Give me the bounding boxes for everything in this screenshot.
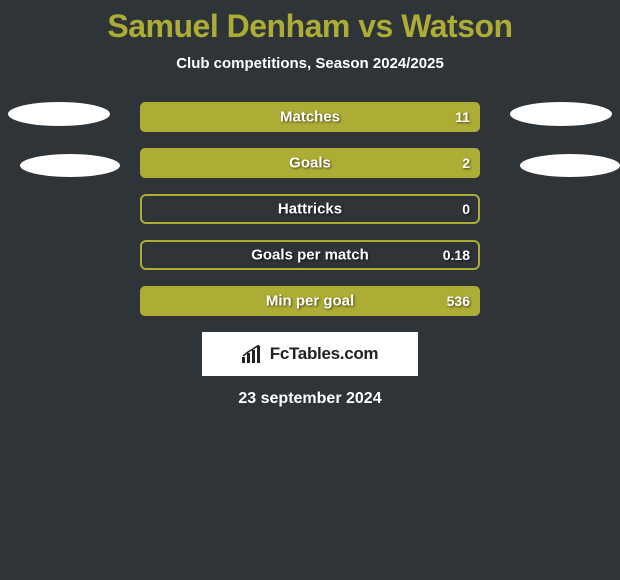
stat-bar: Goals per match 0.18 <box>140 240 480 270</box>
stat-bar: Hattricks 0 <box>140 194 480 224</box>
stat-bar: Goals 2 <box>140 148 480 178</box>
stat-bar-label: Min per goal <box>266 293 354 310</box>
stat-bar-value: 11 <box>455 109 470 125</box>
player-placeholder-left-top <box>8 102 110 126</box>
stats-area: Matches 11 Goals 2 Hattricks 0 Goals per match… <box>0 102 620 316</box>
stat-bar-label: Hattricks <box>278 201 342 218</box>
player-placeholder-left-bottom <box>20 154 120 177</box>
stat-bar-label: Goals <box>289 155 331 172</box>
player-placeholder-right-top <box>510 102 612 126</box>
stat-bar-label: Goals per match <box>251 247 369 264</box>
stat-bar-value: 2 <box>462 155 470 171</box>
brand-badge[interactable]: FcTables.com <box>202 332 418 376</box>
stat-bars: Matches 11 Goals 2 Hattricks 0 Goals per match… <box>140 102 480 316</box>
chart-icon <box>242 345 264 363</box>
stat-bar: Min per goal 536 <box>140 286 480 316</box>
stat-bar-value: 0 <box>462 201 470 217</box>
page-subtitle: Club competitions, Season 2024/2025 <box>0 55 620 72</box>
date-label: 23 september 2024 <box>0 390 620 408</box>
stat-bar-label: Matches <box>280 109 340 126</box>
page: Samuel Denham vs Watson Club competition… <box>0 0 620 408</box>
stat-bar-value: 536 <box>447 293 470 309</box>
stat-bar-value: 0.18 <box>443 247 470 263</box>
brand-text: FcTables.com <box>270 344 379 364</box>
page-title: Samuel Denham vs Watson <box>0 8 620 45</box>
stat-bar: Matches 11 <box>140 102 480 132</box>
player-placeholder-right-bottom <box>520 154 620 177</box>
